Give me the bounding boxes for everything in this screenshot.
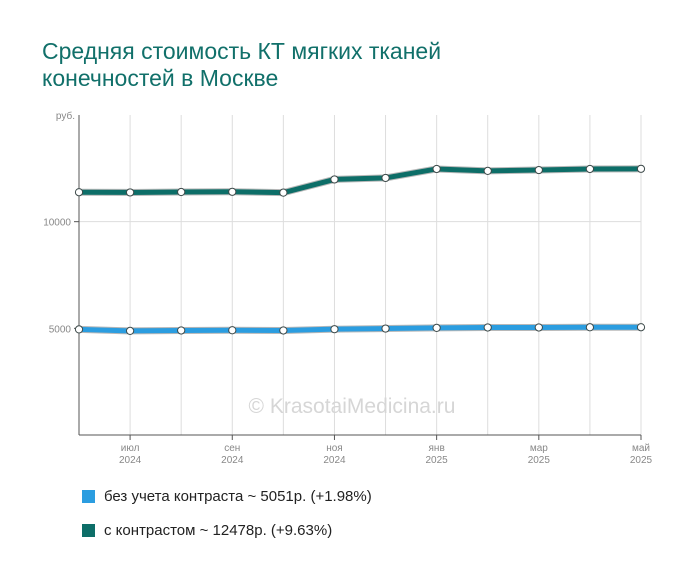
data-point xyxy=(636,323,646,332)
data-point xyxy=(330,175,339,184)
data-point xyxy=(483,323,492,332)
data-point xyxy=(125,188,135,197)
watermark: © KrasotaiMedicina.ru xyxy=(249,395,456,418)
x-tick-label-month: янв xyxy=(429,443,445,454)
data-point xyxy=(228,187,237,196)
data-point xyxy=(330,325,339,334)
legend-swatch-with-contrast xyxy=(82,523,95,537)
x-tick-label-month: мар xyxy=(530,443,548,454)
y-tick-label: 5000 xyxy=(49,324,72,335)
x-tick-label-month: ноя xyxy=(326,443,343,454)
legend-label-no-contrast: без учета контраста ~ 5051р. (+1.98%) xyxy=(104,487,372,505)
data-point xyxy=(585,323,595,332)
data-point xyxy=(534,323,543,332)
series-line-0 xyxy=(78,324,642,334)
chart-title-line-2: конечностей в Москве xyxy=(42,65,279,91)
chart-title-line-1: Средняя стоимость КТ мягких тканей xyxy=(42,38,442,64)
y-axis-unit-label: руб. xyxy=(56,110,75,122)
chart-title: Средняя стоимость КТ мягких тканей конеч… xyxy=(42,38,602,92)
data-point xyxy=(381,324,390,333)
data-point xyxy=(636,164,646,173)
line-chart: руб.500010000июл2024сен2024ноя2024янв202… xyxy=(43,110,653,466)
data-point xyxy=(74,188,84,197)
data-point xyxy=(177,187,186,197)
data-point xyxy=(228,326,237,335)
legend-swatch-no-contrast xyxy=(82,489,95,503)
y-tick-label: 10000 xyxy=(43,218,71,229)
x-tick-label-year: 2025 xyxy=(630,455,653,466)
x-tick-label-month: май xyxy=(632,443,650,454)
data-point xyxy=(432,164,441,174)
legend-item-with-contrast[interactable]: с контрастом ~ 12478р. (+9.63%) xyxy=(82,520,372,540)
legend-item-no-contrast[interactable]: без учета контраста ~ 5051р. (+1.98%) xyxy=(82,486,372,506)
x-tick-label-year: 2024 xyxy=(119,455,142,466)
data-point xyxy=(125,326,135,335)
x-tick-label-year: 2025 xyxy=(426,455,449,466)
x-tick-label-year: 2024 xyxy=(323,455,346,466)
data-point xyxy=(279,326,288,335)
chart-legend: без учета контраста ~ 5051р. (+1.98%) с … xyxy=(82,486,372,554)
data-point xyxy=(585,164,595,174)
data-point xyxy=(534,165,543,175)
x-tick-label-month: сен xyxy=(224,443,240,454)
data-point xyxy=(381,173,390,183)
legend-label-with-contrast: с контрастом ~ 12478р. (+9.63%) xyxy=(104,521,333,539)
data-point xyxy=(74,325,84,334)
x-tick-label-month: июл xyxy=(121,443,140,454)
data-point xyxy=(483,166,492,175)
series-line-1 xyxy=(78,166,642,196)
data-point xyxy=(177,326,186,335)
x-tick-label-year: 2025 xyxy=(528,455,551,466)
x-tick-label-year: 2024 xyxy=(221,455,244,466)
data-point xyxy=(432,323,441,333)
data-point xyxy=(279,188,288,197)
